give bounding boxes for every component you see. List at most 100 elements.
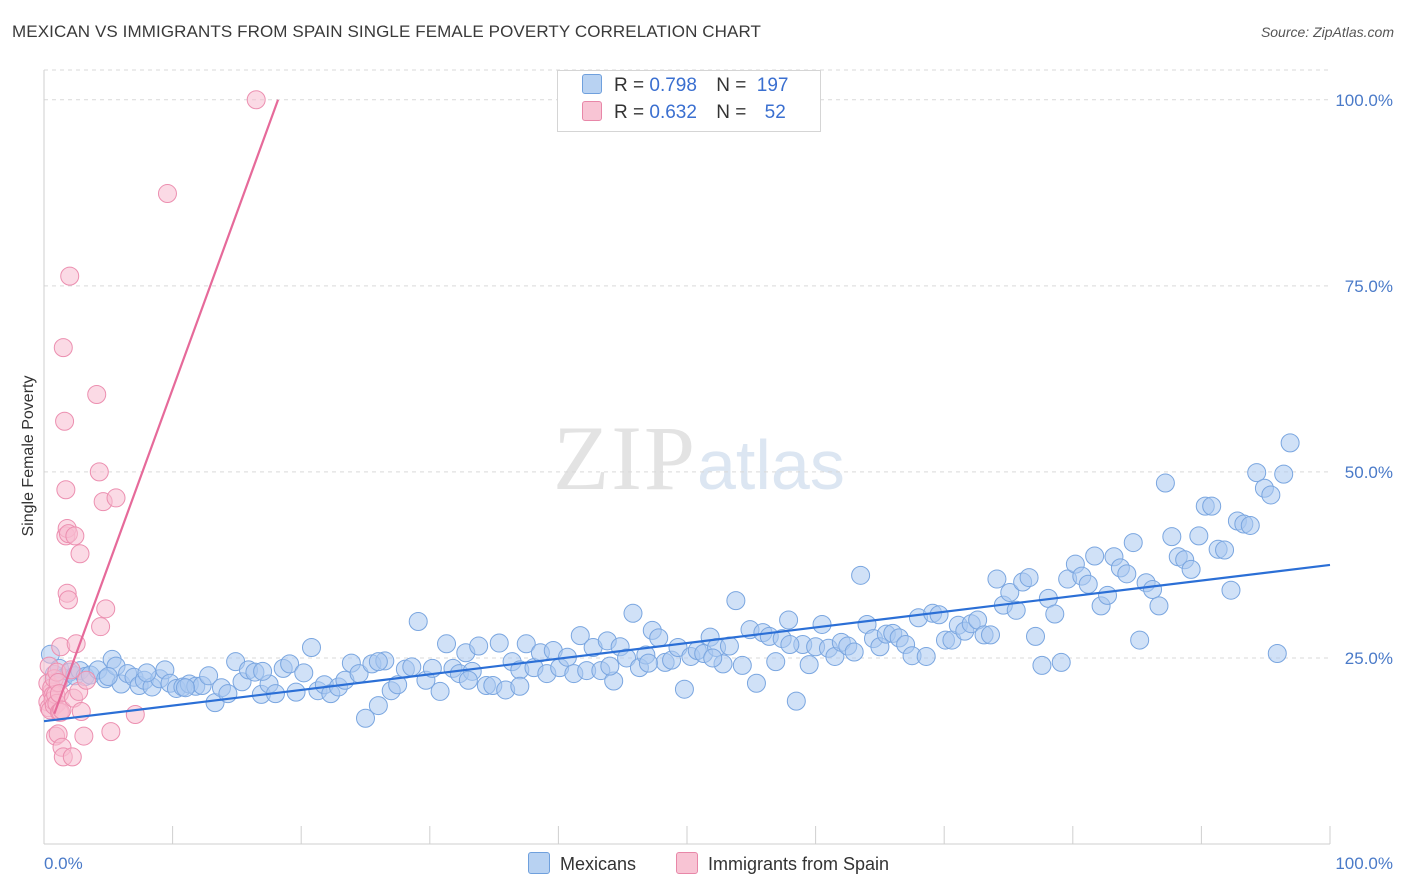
y-tick-label: 75.0% [1345, 277, 1393, 296]
legend-n-label: N = [716, 102, 747, 123]
legend-swatch-mexicans [582, 74, 602, 94]
point-spain [76, 670, 96, 690]
point-mexicans [280, 654, 300, 674]
point-spain [87, 384, 107, 404]
watermark-zip: ZIP [553, 407, 697, 509]
point-mexicans [1000, 582, 1020, 602]
point-mexicans [732, 655, 752, 675]
chart-title: MEXICAN VS IMMIGRANTS FROM SPAIN SINGLE … [12, 22, 762, 41]
point-mexicans [1267, 643, 1287, 663]
point-mexicans [356, 708, 375, 728]
point-mexicans [1274, 464, 1294, 484]
point-mexicans [980, 625, 1000, 645]
bottom-legend-swatch-spain [676, 852, 698, 874]
point-mexicans [98, 667, 118, 687]
point-mexicans [199, 666, 219, 686]
point-mexicans [408, 611, 428, 631]
point-mexicans [294, 663, 314, 683]
legend-r-label: R = [614, 75, 645, 96]
y-tick-label: 100.0% [1335, 91, 1393, 110]
point-mexicans [301, 638, 321, 658]
point-mexicans [253, 661, 273, 681]
point-mexicans [780, 635, 800, 655]
point-mexicans [430, 681, 450, 701]
point-spain [125, 705, 145, 725]
point-mexicans [649, 628, 669, 648]
point-mexicans [489, 633, 509, 653]
point-mexicans [137, 663, 157, 683]
point-mexicans [1162, 527, 1182, 547]
legend-r-value: 0.632 [649, 102, 697, 123]
point-mexicans [368, 652, 388, 672]
point-mexicans [1078, 574, 1098, 594]
point-mexicans [1280, 433, 1300, 453]
point-mexicans [1202, 496, 1222, 516]
point-spain [51, 637, 71, 657]
bottom-legend-spain[interactable]: Immigrants from Spain [676, 852, 889, 875]
point-mexicans [703, 648, 723, 668]
legend-row-spain: R = 0.632 N = 52 [582, 101, 794, 127]
point-spain [62, 747, 82, 767]
trend-line-spain [53, 99, 280, 715]
point-mexicans [1247, 463, 1267, 483]
point-mexicans [638, 653, 658, 673]
point-mexicans [1051, 652, 1071, 672]
point-mexicans [1085, 546, 1105, 566]
point-mexicans [516, 634, 536, 654]
point-mexicans [786, 691, 806, 711]
point-mexicans [1019, 568, 1039, 588]
legend-row-mexicans: R = 0.798 N = 197 [582, 74, 794, 100]
point-spain [101, 722, 121, 742]
point-mexicans [510, 676, 530, 696]
legend-n-value: 52 [759, 102, 786, 123]
point-spain [65, 526, 85, 546]
point-mexicans [469, 636, 489, 656]
correlation-legend: R = 0.798 N = 197 R = 0.632 N = 52 [557, 70, 821, 132]
point-spain [60, 266, 80, 286]
point-mexicans [402, 657, 422, 677]
bottom-legend-label-spain: Immigrants from Spain [708, 854, 890, 874]
point-spain [96, 599, 116, 619]
point-spain [70, 544, 90, 564]
point-mexicans [1240, 515, 1260, 535]
point-mexicans [929, 605, 949, 625]
trend-line-mexicans [43, 563, 1331, 723]
point-mexicans [766, 652, 786, 672]
point-mexicans [1221, 580, 1241, 600]
point-spain [246, 90, 266, 110]
bottom-legend-swatch-mexicans [528, 852, 550, 874]
bottom-legend-mexicans[interactable]: Mexicans [528, 852, 636, 875]
point-mexicans [987, 569, 1007, 589]
point-mexicans [1143, 579, 1163, 599]
point-mexicans [1026, 626, 1046, 646]
point-spain [53, 338, 73, 358]
point-mexicans [1149, 596, 1169, 616]
point-mexicans [368, 696, 388, 716]
point-spain [56, 480, 76, 500]
point-mexicans [1155, 473, 1175, 493]
legend-n-value: 197 [756, 75, 789, 96]
point-spain [106, 488, 126, 508]
point-spain [89, 462, 109, 482]
point-mexicans [851, 565, 871, 585]
legend-n-label: N = [716, 75, 747, 96]
legend-r-label: R = [614, 102, 645, 123]
point-spain [74, 726, 94, 746]
watermark: ZIPatlas [553, 405, 845, 511]
point-mexicans [726, 591, 746, 611]
bottom-legend-label-mexicans: Mexicans [560, 854, 637, 874]
point-mexicans [844, 642, 864, 662]
y-tick-label: 50.0% [1345, 463, 1393, 482]
legend-swatch-spain [582, 101, 602, 121]
point-mexicans [1215, 540, 1235, 560]
point-mexicans [570, 626, 590, 646]
point-spain [58, 590, 78, 610]
x-tick-label-max: 100.0% [1335, 854, 1393, 873]
point-mexicans [600, 656, 620, 676]
point-mexicans [623, 603, 643, 623]
point-mexicans [437, 634, 457, 654]
point-mexicans [1123, 533, 1143, 553]
source-label: Source: ZipAtlas.com [1260, 24, 1394, 40]
point-mexicans [812, 614, 832, 634]
point-mexicans [617, 648, 637, 668]
